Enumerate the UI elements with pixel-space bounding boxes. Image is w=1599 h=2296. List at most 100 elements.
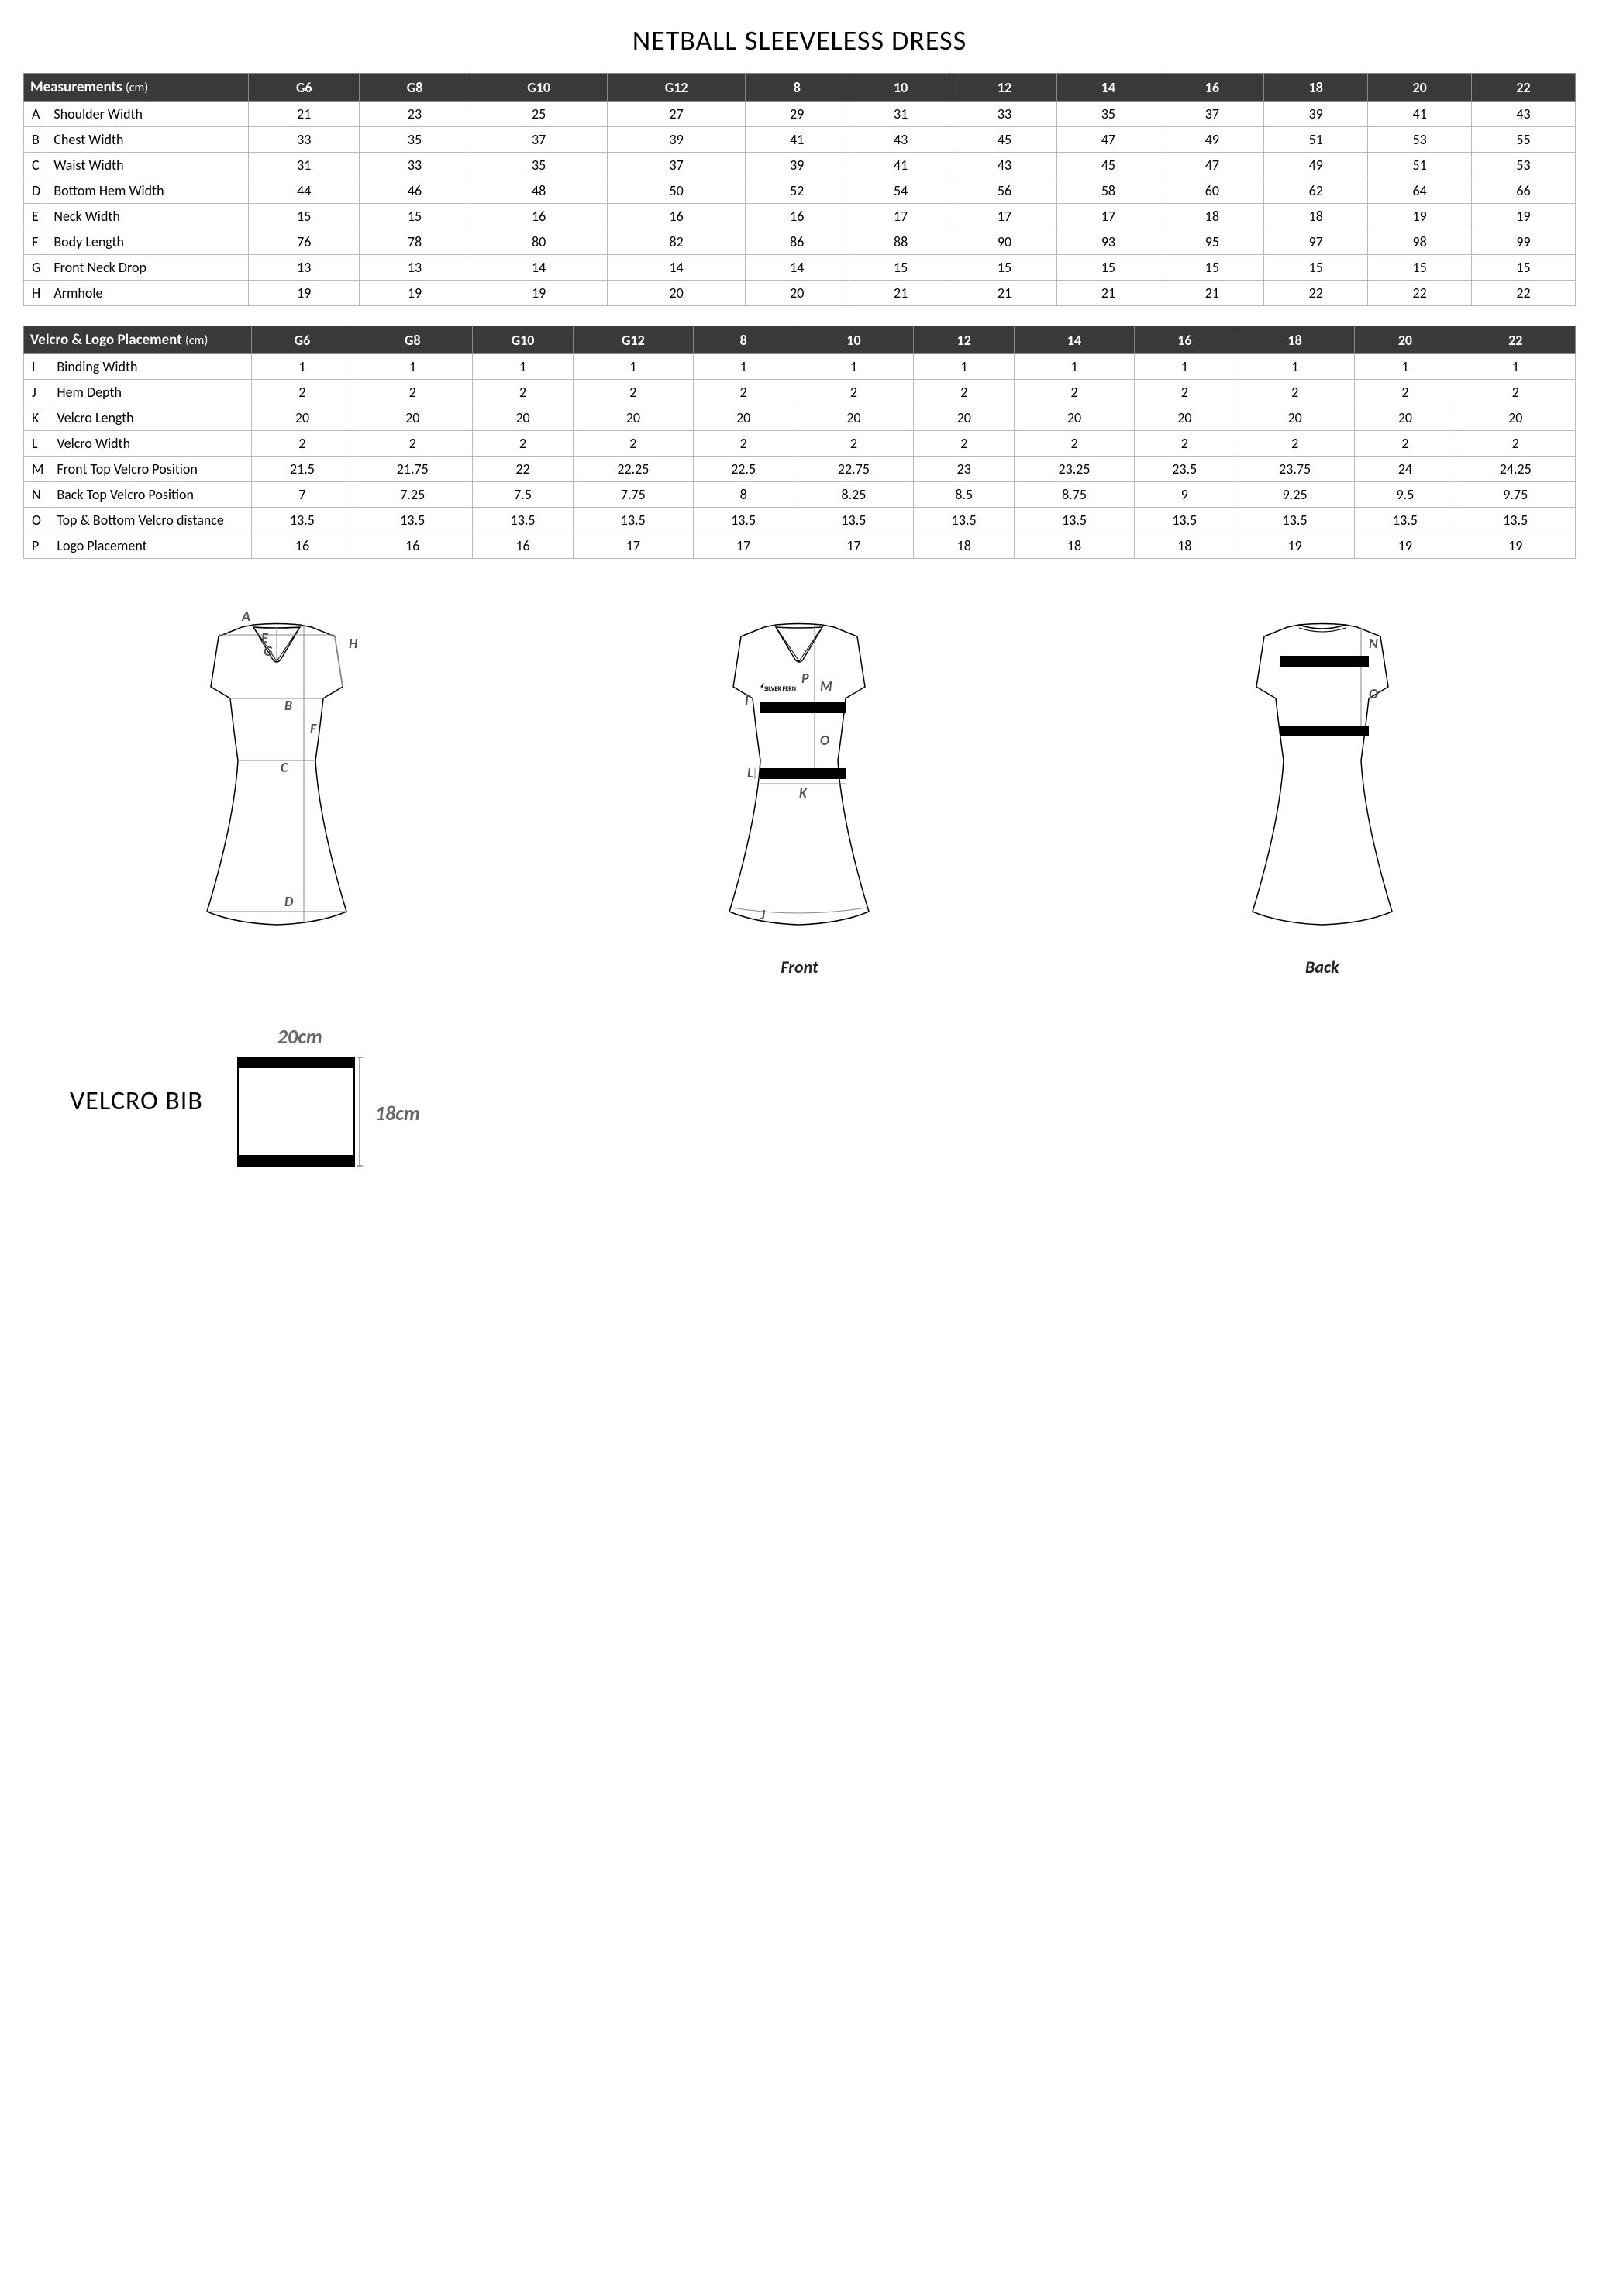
row-label: Logo Placement — [50, 533, 252, 559]
size-header: 20 — [1368, 74, 1472, 102]
value-cell: 19 — [1456, 533, 1575, 559]
table-row: GFront Neck Drop131314141415151515151515 — [24, 255, 1576, 281]
value-cell: 15 — [849, 255, 953, 281]
value-cell: 13 — [360, 255, 470, 281]
value-cell: 39 — [745, 153, 849, 178]
size-header: 20 — [1355, 326, 1456, 354]
row-label: Front Neck Drop — [47, 255, 249, 281]
value-cell: 20 — [1015, 405, 1134, 431]
value-cell: 2 — [914, 431, 1015, 457]
value-cell: 20 — [353, 405, 472, 431]
value-cell: 20 — [914, 405, 1015, 431]
value-cell: 2 — [574, 380, 693, 405]
table1-header: Measurements (cm) — [24, 74, 249, 102]
value-cell: 21 — [249, 102, 360, 127]
value-cell: 20 — [1134, 405, 1235, 431]
value-cell: 8.75 — [1015, 482, 1134, 508]
value-cell: 23.25 — [1015, 457, 1134, 482]
table-row: LVelcro Width222222222222 — [24, 431, 1576, 457]
table-row: HArmhole191919202021212121222222 — [24, 281, 1576, 306]
value-cell: 22.75 — [794, 457, 913, 482]
label-D: D — [284, 893, 294, 910]
value-cell: 2 — [353, 380, 472, 405]
value-cell: 95 — [1160, 229, 1264, 255]
size-header: G8 — [360, 74, 470, 102]
value-cell: 93 — [1056, 229, 1160, 255]
value-cell: 49 — [1264, 153, 1368, 178]
label-I: I — [745, 691, 749, 708]
value-cell: 43 — [849, 127, 953, 153]
value-cell: 37 — [470, 127, 607, 153]
value-cell: 20 — [1355, 405, 1456, 431]
value-cell: 2 — [472, 380, 573, 405]
value-cell: 1 — [1235, 354, 1354, 380]
diagram-measurements: A E G H B F C D — [164, 605, 389, 950]
page-title: NETBALL SLEEVELESS DRESS — [23, 23, 1576, 57]
velcro-bib-title: VELCRO BIB — [70, 1085, 203, 1117]
value-cell: 58 — [1056, 178, 1160, 204]
table-row: OTop & Bottom Velcro distance13.513.513.… — [24, 508, 1576, 533]
value-cell: 1 — [1134, 354, 1235, 380]
value-cell: 2 — [472, 431, 573, 457]
value-cell: 21 — [953, 281, 1056, 306]
value-cell: 1 — [914, 354, 1015, 380]
value-cell: 13.5 — [472, 508, 573, 533]
label-P: P — [801, 670, 809, 687]
size-header: 22 — [1456, 326, 1575, 354]
value-cell: 16 — [472, 533, 573, 559]
value-cell: 37 — [1160, 102, 1264, 127]
value-cell: 18 — [914, 533, 1015, 559]
row-letter: C — [24, 153, 47, 178]
value-cell: 33 — [249, 127, 360, 153]
value-cell: 9.75 — [1456, 482, 1575, 508]
value-cell: 54 — [849, 178, 953, 204]
label-F: F — [310, 720, 317, 737]
size-header: 16 — [1134, 326, 1235, 354]
value-cell: 21.75 — [353, 457, 472, 482]
value-cell: 16 — [353, 533, 472, 559]
value-cell: 22.25 — [574, 457, 693, 482]
value-cell: 13.5 — [693, 508, 794, 533]
value-cell: 39 — [608, 127, 745, 153]
label-O-back: O — [1369, 685, 1378, 702]
value-cell: 97 — [1264, 229, 1368, 255]
value-cell: 41 — [1368, 102, 1472, 127]
value-cell: 2 — [914, 380, 1015, 405]
value-cell: 62 — [1264, 178, 1368, 204]
value-cell: 1 — [1355, 354, 1456, 380]
velcro-bib-section: VELCRO BIB 20cm 18cm — [23, 1024, 1576, 1177]
value-cell: 8.25 — [794, 482, 913, 508]
value-cell: 15 — [1056, 255, 1160, 281]
value-cell: 17 — [794, 533, 913, 559]
value-cell: 20 — [608, 281, 745, 306]
value-cell: 13.5 — [1456, 508, 1575, 533]
value-cell: 33 — [360, 153, 470, 178]
value-cell: 13 — [249, 255, 360, 281]
value-cell: 52 — [745, 178, 849, 204]
value-cell: 13.5 — [1355, 508, 1456, 533]
row-letter: F — [24, 229, 47, 255]
velcro-bib-width: 20cm — [234, 1024, 366, 1049]
value-cell: 50 — [608, 178, 745, 204]
size-header: G12 — [574, 326, 693, 354]
size-header: G6 — [252, 326, 353, 354]
label-G: G — [264, 643, 273, 660]
value-cell: 1 — [1456, 354, 1575, 380]
value-cell: 9.5 — [1355, 482, 1456, 508]
table2-header: Velcro & Logo Placement (cm) — [24, 326, 252, 354]
value-cell: 2 — [693, 431, 794, 457]
value-cell: 14 — [608, 255, 745, 281]
value-cell: 45 — [953, 127, 1056, 153]
table-row: CWaist Width313335373941434547495153 — [24, 153, 1576, 178]
value-cell: 2 — [1235, 380, 1354, 405]
row-label: Shoulder Width — [47, 102, 249, 127]
value-cell: 9.25 — [1235, 482, 1354, 508]
row-label: Velcro Width — [50, 431, 252, 457]
value-cell: 90 — [953, 229, 1056, 255]
size-header: 16 — [1160, 74, 1264, 102]
value-cell: 47 — [1160, 153, 1264, 178]
value-cell: 15 — [1368, 255, 1472, 281]
label-N: N — [1369, 635, 1378, 652]
value-cell: 20 — [794, 405, 913, 431]
size-header: 10 — [794, 326, 913, 354]
